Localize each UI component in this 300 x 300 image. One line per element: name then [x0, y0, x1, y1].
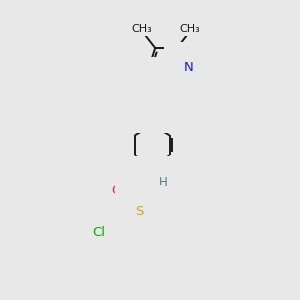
Text: N: N [183, 61, 193, 74]
Text: O: O [164, 100, 174, 113]
Text: O: O [112, 184, 122, 196]
Text: H: H [159, 176, 167, 189]
Text: CH₃: CH₃ [132, 24, 152, 34]
Text: S: S [148, 100, 156, 113]
Text: S: S [135, 205, 144, 218]
Text: O: O [130, 100, 140, 113]
Text: CH₃: CH₃ [180, 24, 200, 34]
Text: N: N [149, 82, 159, 95]
Text: H: H [139, 82, 147, 95]
Text: N: N [149, 176, 159, 189]
Text: O: O [164, 76, 174, 89]
Text: Cl: Cl [92, 226, 105, 239]
